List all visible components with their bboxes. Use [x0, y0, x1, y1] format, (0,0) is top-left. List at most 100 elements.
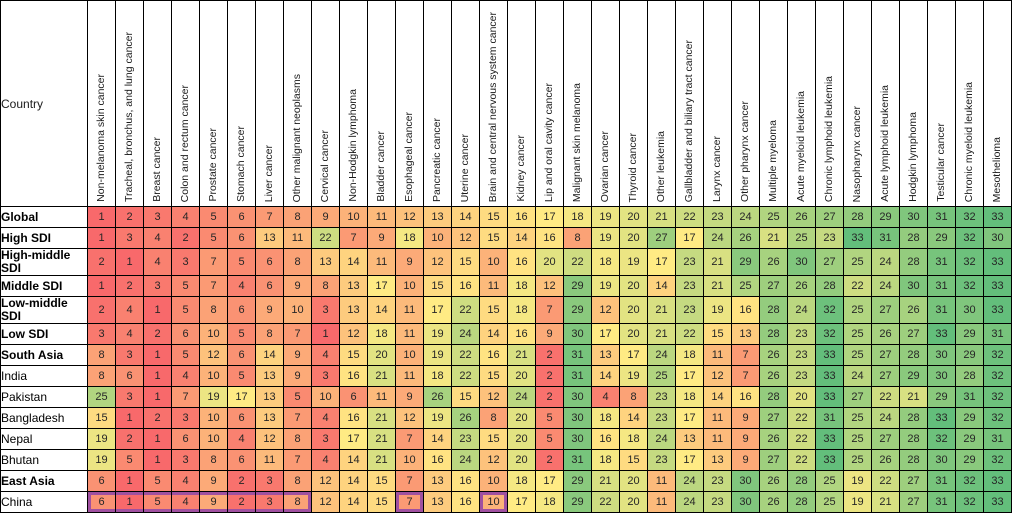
rank-cell: 7	[535, 296, 564, 324]
rank-cell: 20	[619, 491, 648, 513]
column-header: Lip and oral cavity cancer	[535, 0, 564, 207]
rank-cell: 29	[955, 449, 984, 471]
rank-cell: 22	[787, 449, 816, 471]
rank-cell: 23	[787, 323, 816, 345]
rank-cell: 22	[451, 296, 480, 324]
rank-cell: 25	[843, 296, 872, 324]
column-header-label: Liver cancer	[263, 144, 275, 202]
rank-cell: 31	[927, 275, 956, 297]
rank-cell: 25	[843, 344, 872, 366]
rank-cell: 12	[395, 206, 424, 228]
rank-cell: 26	[759, 344, 788, 366]
rank-cell: 30	[563, 407, 592, 429]
table-row: Middle SDI 1 2 3 5 7 4 6 9 8 13 17 10 15 16 11 18 12 29 19 2…	[0, 275, 1012, 297]
rank-cell: 1	[143, 386, 172, 408]
rank-cell: 3	[115, 386, 144, 408]
rank-cell: 5	[227, 365, 256, 387]
rank-cell: 2	[115, 275, 144, 297]
rank-cell-highlighted: 8	[283, 491, 312, 513]
table-row: High-middle SDI 2 1 4 3 7 5 6 8 13 14 11 9 12 15 10 16 20…	[0, 248, 1012, 276]
rank-cell: 33	[983, 248, 1012, 276]
rank-cell: 3	[171, 407, 200, 429]
rank-cell: 25	[87, 386, 116, 408]
column-header: Hodgkin lymphoma	[899, 0, 928, 207]
rank-cell: 12	[311, 470, 340, 492]
rank-cell: 13	[339, 296, 368, 324]
rank-cell: 6	[115, 365, 144, 387]
rank-cell: 1	[143, 449, 172, 471]
rank-cell-highlighted: 2	[227, 491, 256, 513]
column-header: Esophageal cancer	[395, 0, 424, 207]
rank-cell: 27	[759, 275, 788, 297]
rank-cell: 10	[395, 449, 424, 471]
rank-cell: 24	[871, 248, 900, 276]
rank-cell: 18	[395, 227, 424, 249]
rank-cell: 10	[283, 296, 312, 324]
rank-cell: 16	[339, 365, 368, 387]
rank-cell-highlighted: 5	[143, 491, 172, 513]
table-row: High SDI 1 3 4 2 5 6 13 11 22 7 9 18 10 12 15 14 16 8 19 20 2…	[0, 227, 1012, 249]
rank-cell: 15	[479, 296, 508, 324]
rank-cell: 9	[395, 386, 424, 408]
rank-cell: 19	[703, 296, 732, 324]
rank-cell: 30	[927, 344, 956, 366]
rank-cell: 11	[647, 491, 676, 513]
table-row: East Asia 6 1 5 4 9 2 3 8 12 14 15 7 13 16 10 18 17 29 21 20…	[0, 470, 1012, 492]
rank-cell: 4	[227, 275, 256, 297]
rank-cell: 2	[535, 365, 564, 387]
rank-cell: 18	[563, 206, 592, 228]
rank-cell: 10	[199, 323, 228, 345]
rank-cell: 17	[339, 428, 368, 450]
column-header-label: Testicular cancer	[935, 123, 947, 202]
rank-cell: 32	[955, 470, 984, 492]
rank-cell: 4	[227, 428, 256, 450]
rank-cell: 22	[675, 206, 704, 228]
rank-cell: 7	[395, 470, 424, 492]
rank-cell: 17	[423, 296, 452, 324]
rank-cell: 21	[871, 491, 900, 513]
rank-cell: 16	[507, 206, 536, 228]
row-label: Middle SDI	[0, 275, 88, 297]
rank-cell: 31	[563, 365, 592, 387]
rank-cell: 8	[283, 428, 312, 450]
rank-cell: 25	[843, 449, 872, 471]
rank-cell: 6	[171, 323, 200, 345]
rank-cell: 17	[675, 227, 704, 249]
rank-cell: 4	[311, 344, 340, 366]
rank-cell: 15	[703, 323, 732, 345]
rank-cell: 31	[955, 386, 984, 408]
rank-cell: 16	[591, 428, 620, 450]
row-label: High-middle SDI	[0, 248, 88, 276]
rank-cell: 16	[451, 491, 480, 513]
rank-cell: 24	[675, 470, 704, 492]
rank-cell: 9	[535, 323, 564, 345]
rank-cell: 15	[339, 344, 368, 366]
rank-cell: 9	[283, 365, 312, 387]
column-header: Liver cancer	[255, 0, 284, 207]
rank-cell: 4	[171, 206, 200, 228]
rank-cell: 9	[731, 428, 760, 450]
rank-cell: 15	[423, 275, 452, 297]
rank-cell: 23	[787, 344, 816, 366]
rank-cell: 27	[899, 323, 928, 345]
rank-cell: 1	[143, 296, 172, 324]
column-header-label: Pancreatic cancer	[431, 117, 443, 202]
column-header: Stomach cancer	[227, 0, 256, 207]
column-header: Non-Hodgkin lymphoma	[339, 0, 368, 207]
rank-cell: 16	[479, 344, 508, 366]
rank-cell: 31	[815, 407, 844, 429]
rank-cell: 32	[815, 296, 844, 324]
rank-cell-highlighted: 4	[171, 491, 200, 513]
rank-cell: 6	[339, 386, 368, 408]
column-header-label: Cervical cancer	[319, 129, 331, 202]
rank-cell: 24	[507, 386, 536, 408]
rank-cell: 15	[479, 206, 508, 228]
rank-cell: 28	[843, 206, 872, 228]
rank-cell: 25	[759, 206, 788, 228]
rank-cell-highlighted: 7	[395, 491, 424, 513]
table-row: South Asia 8 3 1 5 12 6 14 9 4 15 20 10 19 22 16 21 2 31 13…	[0, 344, 1012, 366]
rank-cell: 17	[227, 386, 256, 408]
rank-cell: 1	[87, 206, 116, 228]
rank-cell: 9	[283, 344, 312, 366]
rank-cell: 28	[899, 248, 928, 276]
